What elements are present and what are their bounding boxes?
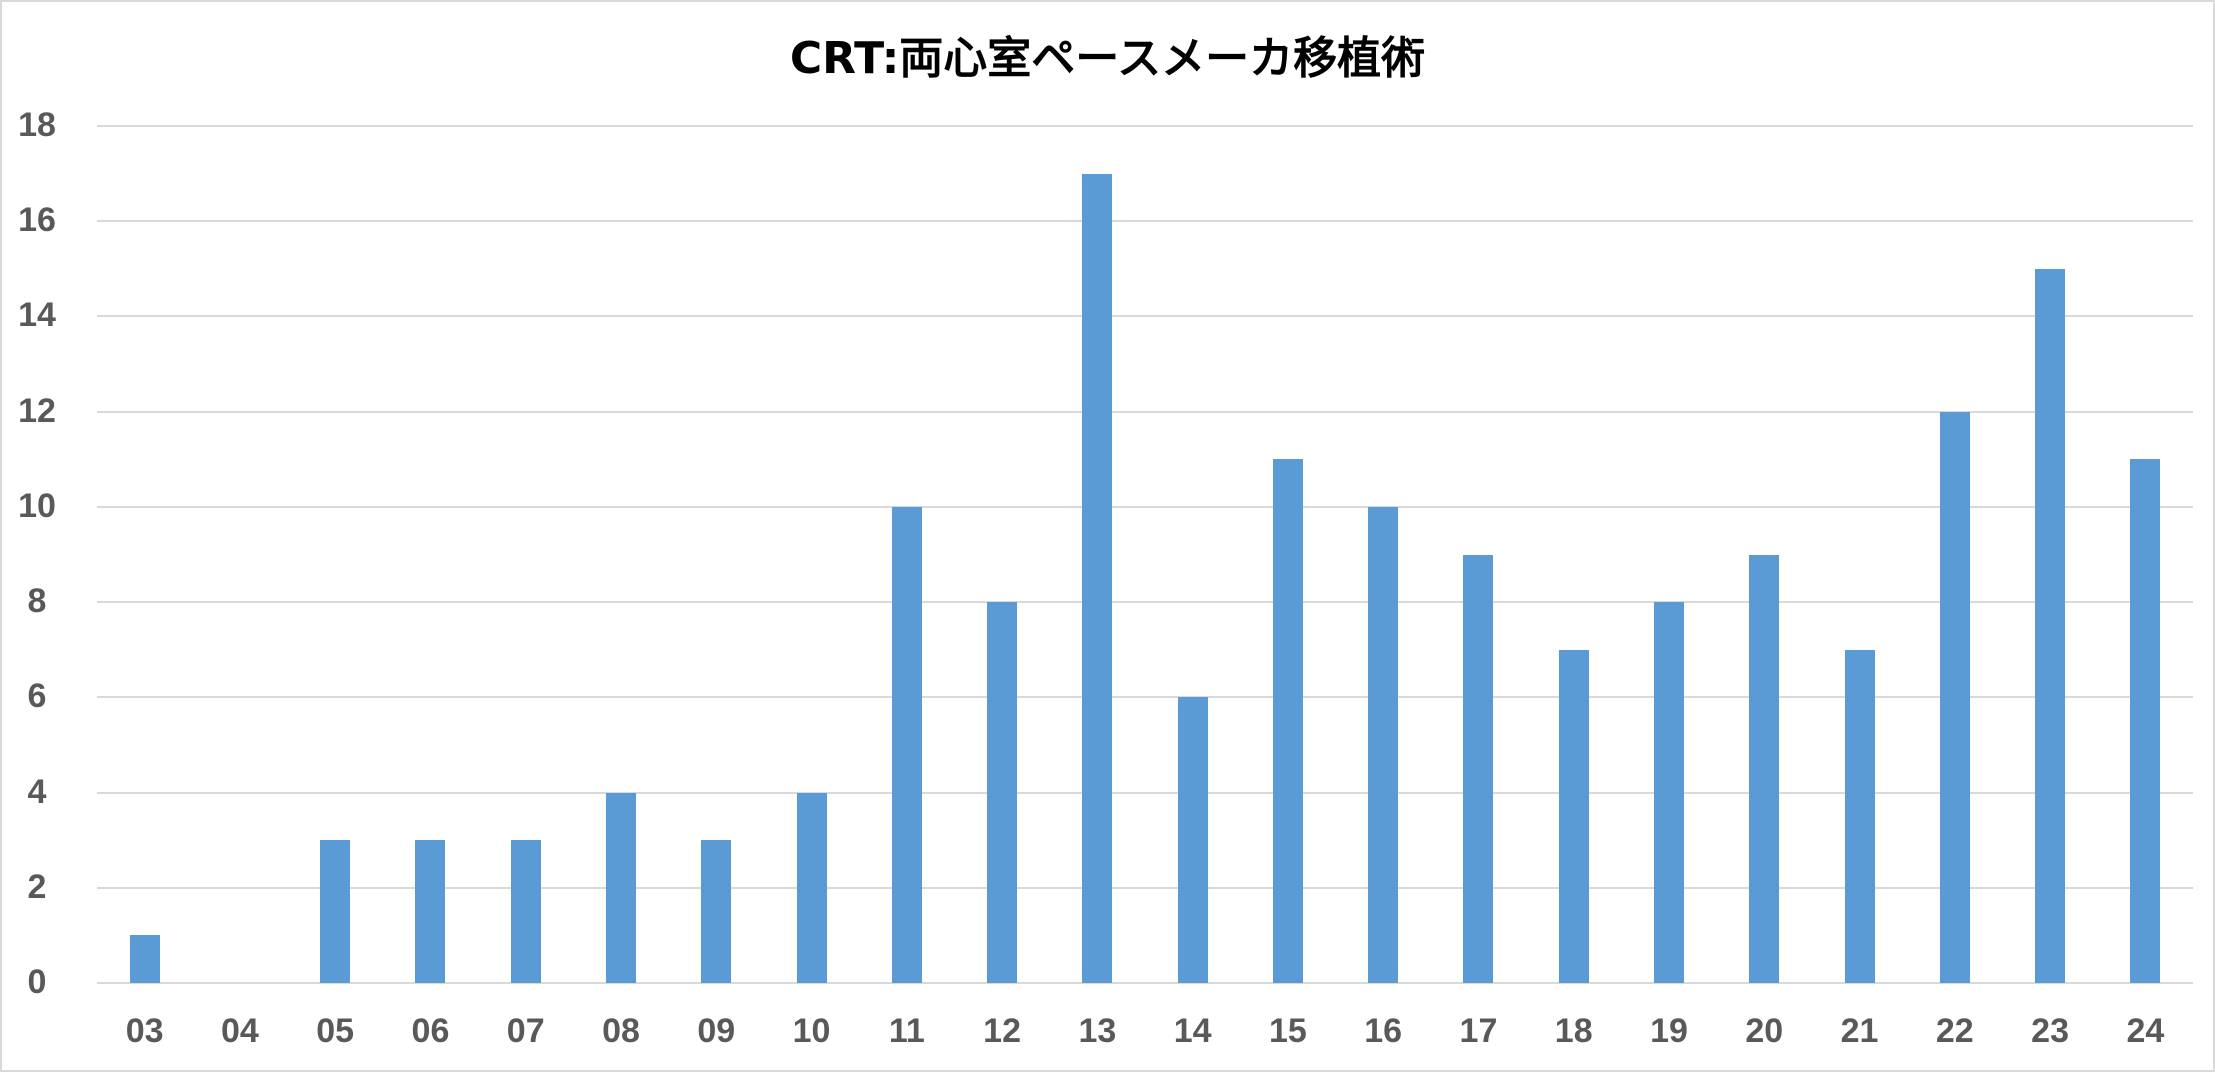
x-tick-label: 13: [1078, 1012, 1117, 1050]
y-tick-label: 8: [27, 582, 47, 621]
x-tick-label: 22: [1935, 1012, 1974, 1050]
y-tick-label: 10: [18, 486, 56, 525]
bar-03: [129, 935, 160, 983]
gridline: [97, 886, 2193, 889]
y-tick-label: 12: [18, 391, 56, 430]
y-tick-label: 0: [27, 963, 47, 1001]
gridline: [97, 791, 2193, 794]
chart-title: CRT:両心室ペースメーカ移植術: [789, 33, 1426, 84]
bar-16: [1368, 506, 1399, 983]
gridline: [97, 125, 2193, 127]
bar-24: [2130, 459, 2161, 983]
bar-14: [1177, 697, 1208, 983]
bar-17: [1463, 554, 1494, 983]
x-tick-label: 20: [1745, 1012, 1784, 1050]
bar-13: [1082, 173, 1113, 983]
plot-area: [97, 125, 2193, 984]
x-tick-label: 05: [316, 1012, 355, 1050]
bar-15: [1272, 459, 1303, 983]
x-tick-label: 04: [220, 1012, 259, 1050]
x-tick-label: 21: [1840, 1012, 1879, 1050]
x-tick-label: 17: [1459, 1012, 1498, 1050]
gridline: [97, 505, 2193, 508]
x-tick-label: 19: [1650, 1012, 1688, 1050]
x-tick-label: 18: [1554, 1012, 1593, 1050]
gridline: [97, 696, 2193, 699]
x-tick-label: 23: [2031, 1012, 2069, 1050]
y-tick-label: 14: [18, 296, 56, 335]
x-tick-label: 24: [2126, 1012, 2165, 1050]
bar-05: [320, 840, 351, 983]
bar-09: [701, 840, 732, 983]
y-tick-label: 16: [18, 201, 56, 240]
x-tick-label: 11: [888, 1012, 925, 1050]
gridline: [97, 220, 2193, 223]
bar-19: [1654, 602, 1684, 983]
x-tick-label: 09: [697, 1012, 736, 1050]
x-tick-label: 10: [792, 1012, 831, 1050]
x-tick-label: 07: [506, 1012, 545, 1050]
bar-21: [1844, 649, 1875, 983]
bar-07: [510, 840, 541, 983]
bar-22: [1939, 411, 1970, 983]
bar-23: [2035, 268, 2066, 983]
bar-20: [1749, 554, 1780, 983]
gridline: [97, 410, 2193, 413]
y-tick-label: 2: [27, 867, 47, 906]
x-tick-label: 12: [983, 1012, 1021, 1050]
bar-11: [891, 506, 922, 983]
y-tick-label: 4: [27, 772, 47, 811]
gridline: [97, 982, 2193, 984]
bar-10: [796, 792, 827, 983]
x-tick-label: 03: [125, 1012, 164, 1050]
bar-06: [415, 840, 446, 983]
x-tick-label: 08: [602, 1012, 640, 1050]
x-tick-label: 15: [1268, 1012, 1307, 1050]
x-tick-label: 14: [1173, 1012, 1212, 1050]
bar-08: [606, 792, 636, 983]
bar-18: [1558, 649, 1589, 983]
bar-12: [987, 602, 1018, 983]
x-tick-label: 16: [1364, 1012, 1403, 1050]
y-tick-label: 6: [27, 677, 47, 716]
x-tick-label: 06: [411, 1012, 450, 1050]
y-tick-label: 18: [18, 106, 56, 144]
gridline: [97, 601, 2193, 604]
gridline: [97, 315, 2193, 318]
